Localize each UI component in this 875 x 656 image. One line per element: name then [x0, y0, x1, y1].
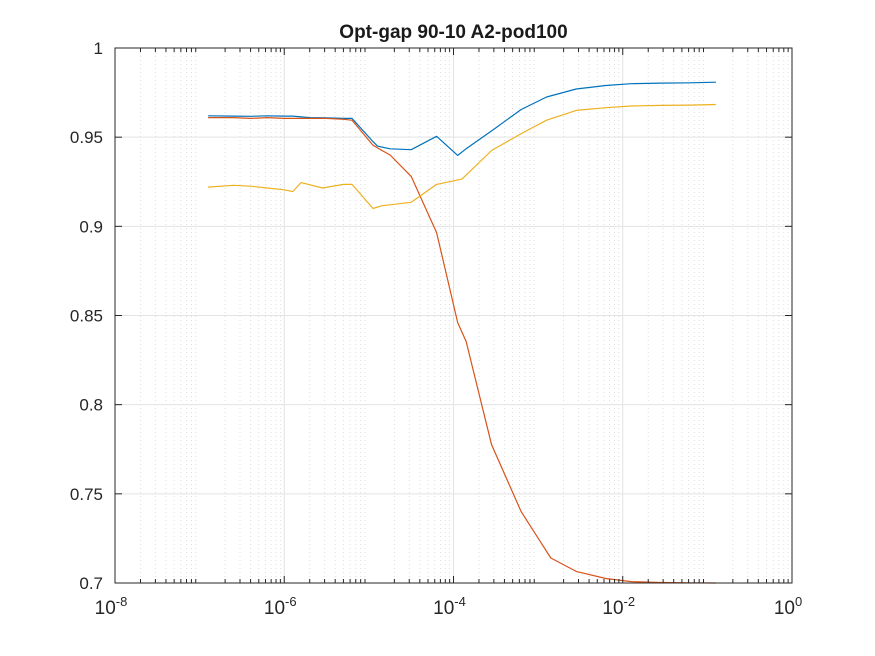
y-tick-label: 0.9: [79, 217, 103, 236]
chart-title: Opt-gap 90-10 A2-pod100: [339, 22, 567, 43]
y-tick-label: 1: [94, 39, 103, 58]
series-line-1: [208, 81, 716, 156]
x-tick-label: 10-4: [433, 594, 466, 619]
x-tick-label: 100: [774, 594, 802, 619]
series-line-2: [208, 116, 716, 584]
x-tick-label: 10-2: [602, 594, 635, 619]
x-tick-label: 10-6: [264, 594, 297, 619]
y-tick-label: 0.95: [70, 128, 103, 147]
y-tick-label: 0.75: [70, 485, 103, 504]
y-tick-label: 0.8: [79, 396, 103, 415]
series-line-3: [208, 103, 716, 210]
y-tick-label: 0.85: [70, 307, 103, 326]
y-tick-label: 0.7: [79, 574, 103, 593]
x-tick-label: 10-8: [95, 594, 128, 619]
ticks-layer: 10-8 10-6 10-4 10-2 100 0.7 0.75 0.8 0.85 0.9 0.95…: [70, 39, 802, 619]
series-layer: [208, 81, 716, 584]
